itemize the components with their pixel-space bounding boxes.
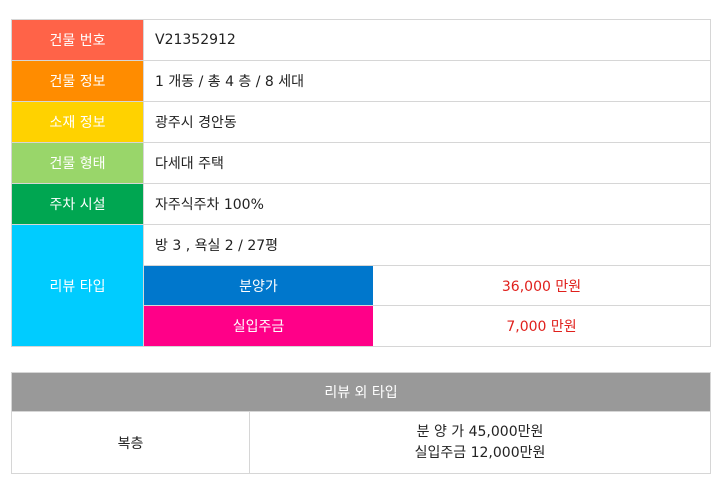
other-type-sale-price: 분 양 가 45,000만원	[416, 423, 544, 440]
building-info-label: 건물 정보	[12, 61, 143, 101]
move-in-price-value: 7,000 만원	[506, 319, 577, 336]
other-types-header: 리뷰 외 타입	[12, 373, 710, 411]
sale-price-label: 분양가	[144, 265, 373, 306]
parking-value: 자주식주차 100%	[143, 184, 710, 224]
building-number-value: V21352912	[143, 20, 710, 60]
building-info-table: 건물 번호 V21352912 건물 정보 1 개동 / 총 4 층 / 8 세…	[11, 19, 711, 347]
sale-price-row: 분양가 36,000 만원	[144, 265, 710, 306]
location-row: 소재 정보 광주시 경안동	[12, 102, 710, 143]
move-in-price-label: 실입주금	[144, 306, 373, 347]
building-number-row: 건물 번호 V21352912	[12, 20, 710, 61]
review-type-label: 리뷰 타입	[12, 225, 143, 346]
building-info-row: 건물 정보 1 개동 / 총 4 층 / 8 세대	[12, 61, 710, 102]
building-type-row: 건물 형태 다세대 주택	[12, 143, 710, 184]
parking-label: 주차 시설	[12, 184, 143, 224]
other-type-prices: 분 양 가 45,000만원 실입주금 12,000만원	[250, 412, 710, 473]
move-in-price-row: 실입주금 7,000 만원	[144, 305, 710, 347]
building-type-value: 다세대 주택	[143, 143, 710, 183]
sale-price-value: 36,000 만원	[501, 278, 582, 295]
location-label: 소재 정보	[12, 102, 143, 142]
other-type-name: 복층	[12, 412, 250, 473]
building-type-label: 건물 형태	[12, 143, 143, 183]
location-value: 광주시 경안동	[143, 102, 710, 142]
other-types-table: 리뷰 외 타입 복층 분 양 가 45,000만원 실입주금 12,000만원	[11, 372, 711, 474]
rooms-value: 방 3 , 욕실 2 / 27평	[144, 225, 710, 266]
review-type-details: 방 3 , 욕실 2 / 27평 분양가 36,000 만원 실입주금 7,00…	[143, 225, 710, 347]
parking-row: 주차 시설 자주식주차 100%	[12, 184, 710, 225]
building-info-value: 1 개동 / 총 4 층 / 8 세대	[143, 61, 710, 101]
review-type-row: 리뷰 타입 방 3 , 욕실 2 / 27평 분양가 36,000 만원 실입주…	[12, 225, 710, 347]
building-number-label: 건물 번호	[12, 20, 143, 60]
other-type-move-in-price: 실입주금 12,000만원	[414, 444, 546, 461]
other-type-row: 복층 분 양 가 45,000만원 실입주금 12,000만원	[12, 411, 710, 473]
